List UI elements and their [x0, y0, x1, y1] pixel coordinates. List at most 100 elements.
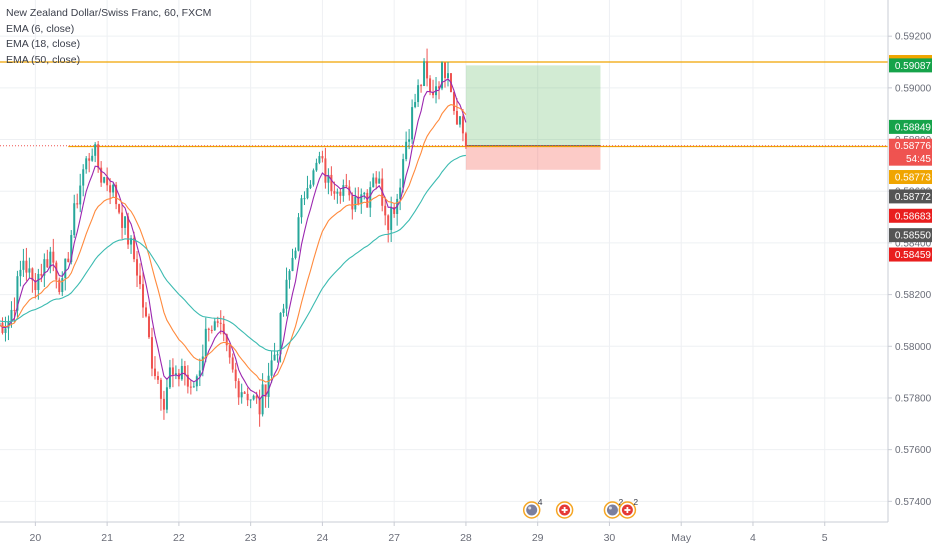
position-target-zone[interactable] — [466, 65, 601, 145]
price-label-text: 0.58459 — [895, 250, 932, 261]
candle-body — [85, 158, 87, 169]
candle-body — [465, 133, 467, 145]
candle-body — [462, 116, 464, 133]
candle-body — [19, 270, 21, 276]
candle-body — [82, 169, 84, 185]
candle-body — [241, 392, 243, 397]
candle-body — [306, 188, 308, 198]
candle-body — [172, 367, 174, 374]
price-tick-label: 0.59000 — [895, 83, 932, 94]
candle-body — [309, 185, 311, 188]
candle-body — [148, 316, 150, 337]
candle-body — [40, 274, 42, 276]
event-count: 2 — [633, 497, 638, 507]
candle-body — [205, 329, 207, 357]
candle-body — [217, 321, 219, 323]
candle-body — [420, 85, 422, 86]
legend-ema-6[interactable]: EMA (6, close) — [6, 22, 211, 38]
candle-body — [139, 276, 141, 285]
candle-body — [196, 376, 198, 386]
date-tick-label: 27 — [388, 532, 400, 544]
candle-body — [211, 330, 213, 331]
candle-body — [157, 376, 159, 380]
event-moon-icon[interactable]: 4 — [524, 497, 543, 518]
candle-body — [193, 386, 195, 387]
candle-body — [366, 193, 368, 208]
candle-body — [271, 360, 273, 375]
ema-line — [0, 79, 466, 400]
candle-body — [181, 366, 183, 379]
price-tick-label: 0.58200 — [895, 290, 932, 301]
event-moon-disc — [607, 505, 618, 516]
price-label-text: 0.58773 — [895, 173, 932, 184]
candle-body — [330, 175, 332, 191]
candle-body — [214, 321, 216, 330]
event-moon-disc — [526, 505, 537, 516]
candle-body — [297, 217, 299, 250]
candle-body — [124, 216, 126, 228]
candle-body — [232, 357, 234, 369]
candle-body — [220, 323, 222, 324]
date-tick-label: 21 — [101, 532, 113, 544]
candle-body — [429, 78, 431, 92]
candle-body — [408, 139, 410, 141]
candle-body — [295, 251, 297, 258]
candle-body — [28, 268, 30, 272]
candle-body — [351, 195, 353, 209]
candle-body — [303, 198, 305, 199]
candle-body — [247, 394, 249, 400]
date-tick-label: 24 — [317, 532, 329, 544]
candle-body — [94, 144, 96, 156]
candle-body — [345, 185, 347, 186]
candle-body — [390, 207, 392, 230]
candle-body — [318, 156, 320, 163]
legend-ema-50[interactable]: EMA (50, close) — [6, 53, 211, 69]
grid — [0, 0, 888, 522]
candle-body — [67, 259, 69, 262]
date-tick-label: 22 — [173, 532, 185, 544]
ema-lines — [0, 79, 466, 400]
candle-body — [142, 284, 144, 307]
candle-body — [375, 178, 377, 184]
candle-body — [13, 310, 15, 311]
candle-body — [363, 193, 365, 195]
candle-body — [208, 329, 210, 330]
price-label-text: 0.58683 — [895, 211, 932, 222]
candle-body — [414, 102, 416, 107]
candle-body — [244, 392, 246, 394]
event-swiss-flag-icon[interactable] — [557, 502, 573, 518]
candle-body — [46, 259, 48, 267]
event-cross-h — [562, 509, 568, 511]
date-tick-label: 29 — [532, 532, 544, 544]
candle-body — [444, 63, 446, 78]
candle-body — [289, 271, 291, 280]
candle-body — [336, 192, 338, 194]
candle-body — [22, 261, 24, 270]
date-tick-label: 28 — [460, 532, 472, 544]
candle-body — [253, 396, 255, 400]
event-moon-spot — [528, 507, 531, 510]
event-count: 4 — [538, 497, 543, 507]
candle-body — [37, 274, 39, 290]
price-tick-label: 0.58000 — [895, 342, 932, 353]
candle-body — [259, 398, 261, 414]
candle-body — [76, 203, 78, 204]
legend-ema-18[interactable]: EMA (18, close) — [6, 37, 211, 53]
candle-body — [286, 280, 288, 309]
candle-body — [73, 203, 75, 235]
price-tick-label: 0.59200 — [895, 32, 932, 43]
chart-legend: New Zealand Dollar/Swiss Franc, 60, FXCM… — [6, 6, 211, 68]
candle-body — [447, 73, 449, 78]
candle-body — [25, 261, 27, 273]
candle-body — [405, 142, 407, 159]
chart-title: New Zealand Dollar/Swiss Franc, 60, FXCM — [6, 6, 211, 22]
candle-body — [300, 198, 302, 217]
candle-body — [277, 354, 279, 355]
candle-body — [354, 197, 356, 210]
position-tool[interactable] — [466, 65, 601, 169]
event-moon-spot — [609, 507, 612, 510]
position-stop-zone[interactable] — [466, 146, 601, 170]
